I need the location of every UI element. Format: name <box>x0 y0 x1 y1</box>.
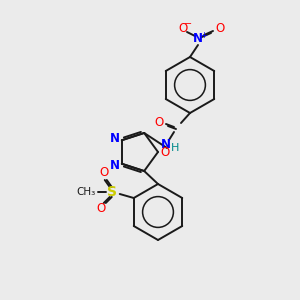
Text: −: − <box>184 19 192 29</box>
Text: O: O <box>96 202 105 215</box>
Text: O: O <box>99 167 108 179</box>
Text: S: S <box>107 185 117 199</box>
Text: O: O <box>160 146 169 158</box>
Text: N: N <box>161 139 171 152</box>
Text: H: H <box>171 143 179 153</box>
Text: O: O <box>154 116 164 128</box>
Text: +: + <box>201 31 207 40</box>
Text: N: N <box>110 159 120 172</box>
Text: N: N <box>110 132 120 145</box>
Text: O: O <box>215 22 225 35</box>
Text: N: N <box>193 32 203 46</box>
Text: O: O <box>178 22 188 35</box>
Text: CH₃: CH₃ <box>76 187 95 197</box>
